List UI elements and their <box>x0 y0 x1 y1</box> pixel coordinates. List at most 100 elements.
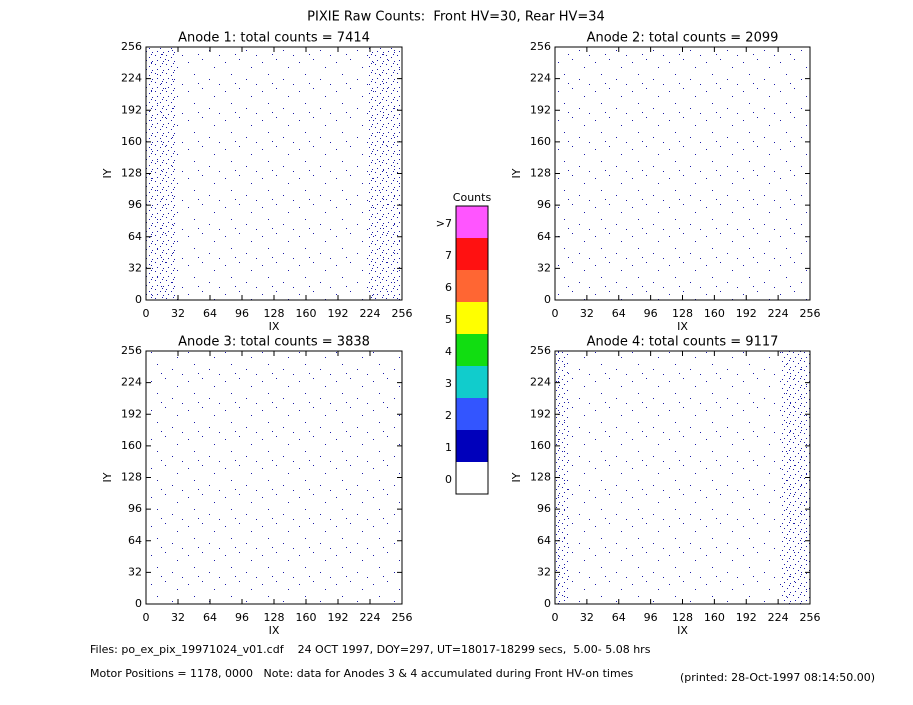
y-tick-label: 256 <box>121 344 142 357</box>
colorbar-swatch <box>456 462 488 494</box>
y-tick-label: 96 <box>128 502 142 515</box>
colorbar-label: 0 <box>445 473 452 486</box>
y-tick-label: 256 <box>530 40 551 53</box>
x-tick-label: 192 <box>328 307 349 320</box>
y-tick-label: 128 <box>530 471 551 484</box>
y-tick-label: 160 <box>121 135 142 148</box>
colorbar-title: Counts <box>453 191 492 204</box>
x-tick-label: 256 <box>800 611 821 624</box>
panel-title: Anode 2: total counts = 2099 <box>587 31 779 46</box>
colorbar-label: 7 <box>445 249 452 262</box>
y-tick-label: 224 <box>530 72 551 85</box>
x-tick-label: 192 <box>736 307 757 320</box>
y-tick-label: 128 <box>530 167 551 180</box>
x-axis-label: IX <box>269 320 280 333</box>
x-tick-label: 224 <box>360 307 381 320</box>
y-tick-label: 192 <box>121 407 142 420</box>
colorbar-label: 6 <box>445 281 452 294</box>
y-tick-label: 0 <box>544 293 551 306</box>
colorbar-swatch <box>456 302 488 334</box>
y-axis-label: IY <box>510 472 523 482</box>
x-tick-label: 96 <box>644 611 658 624</box>
y-axis-label: IY <box>510 168 523 178</box>
x-tick-label: 224 <box>360 611 381 624</box>
colorbar-frame <box>455 205 489 495</box>
colorbar-label: >7 <box>436 217 452 230</box>
y-tick-label: 256 <box>121 40 142 53</box>
x-axis-label: IX <box>677 624 688 637</box>
x-tick-label: 224 <box>768 611 789 624</box>
footer-files: Files: po_ex_pix_19971024_v01.cdf 24 OCT… <box>90 643 651 656</box>
x-axis-label: IX <box>269 624 280 637</box>
x-tick-label: 128 <box>264 611 285 624</box>
colorbar-label: 1 <box>445 441 452 454</box>
colorbar-swatch <box>456 398 488 430</box>
y-tick-label: 64 <box>537 534 551 547</box>
x-tick-label: 192 <box>328 611 349 624</box>
colorbar-swatch <box>456 430 488 462</box>
x-tick-label: 0 <box>552 307 559 320</box>
x-tick-label: 160 <box>704 611 725 624</box>
y-tick-label: 192 <box>530 407 551 420</box>
x-tick-label: 64 <box>203 611 217 624</box>
y-tick-label: 160 <box>530 439 551 452</box>
x-tick-label: 192 <box>736 611 757 624</box>
x-tick-label: 128 <box>672 611 693 624</box>
x-tick-label: 256 <box>392 611 413 624</box>
y-tick-label: 224 <box>121 376 142 389</box>
x-tick-label: 256 <box>392 307 413 320</box>
colorbar-label: 5 <box>445 313 452 326</box>
x-tick-label: 64 <box>612 611 626 624</box>
y-tick-label: 96 <box>537 502 551 515</box>
x-tick-label: 32 <box>580 611 594 624</box>
y-tick-label: 256 <box>530 344 551 357</box>
x-tick-label: 0 <box>143 307 150 320</box>
y-tick-label: 160 <box>121 439 142 452</box>
x-tick-label: 128 <box>264 307 285 320</box>
y-tick-label: 32 <box>537 261 551 274</box>
colorbar-swatch <box>456 334 488 366</box>
colorbar-label: 2 <box>445 409 452 422</box>
x-tick-label: 32 <box>171 307 185 320</box>
texture <box>146 47 810 604</box>
y-tick-label: 192 <box>121 103 142 116</box>
y-tick-label: 0 <box>544 597 551 610</box>
y-tick-label: 0 <box>135 597 142 610</box>
footer-motor: Motor Positions = 1178, 0000 Note: data … <box>90 667 633 680</box>
y-tick-label: 64 <box>128 534 142 547</box>
y-tick-label: 160 <box>530 135 551 148</box>
x-tick-label: 224 <box>768 307 789 320</box>
y-tick-label: 96 <box>128 198 142 211</box>
y-tick-label: 32 <box>537 565 551 578</box>
x-tick-label: 32 <box>171 611 185 624</box>
y-tick-label: 32 <box>128 261 142 274</box>
y-axis-label: IY <box>101 472 114 482</box>
x-tick-label: 128 <box>672 307 693 320</box>
y-tick-label: 224 <box>530 376 551 389</box>
y-tick-label: 96 <box>537 198 551 211</box>
x-tick-label: 160 <box>704 307 725 320</box>
y-tick-label: 64 <box>537 230 551 243</box>
x-tick-label: 0 <box>552 611 559 624</box>
x-tick-label: 64 <box>203 307 217 320</box>
panel-title: Anode 4: total counts = 9117 <box>587 335 779 350</box>
panel-title: Anode 3: total counts = 3838 <box>178 335 370 350</box>
colorbar-swatch <box>456 270 488 302</box>
y-tick-label: 0 <box>135 293 142 306</box>
x-tick-label: 160 <box>296 611 317 624</box>
y-tick-label: 192 <box>530 103 551 116</box>
x-tick-label: 96 <box>644 307 658 320</box>
colorbar-swatch <box>456 206 488 238</box>
y-tick-label: 32 <box>128 565 142 578</box>
y-tick-label: 64 <box>128 230 142 243</box>
x-tick-label: 96 <box>235 611 249 624</box>
x-axis-label: IX <box>677 320 688 333</box>
x-tick-label: 160 <box>296 307 317 320</box>
x-tick-label: 96 <box>235 307 249 320</box>
footer-printed: (printed: 28-Oct-1997 08:14:50.00) <box>680 671 875 684</box>
x-tick-label: 64 <box>612 307 626 320</box>
y-tick-label: 128 <box>121 471 142 484</box>
y-tick-label: 224 <box>121 72 142 85</box>
colorbar-swatch <box>456 238 488 270</box>
